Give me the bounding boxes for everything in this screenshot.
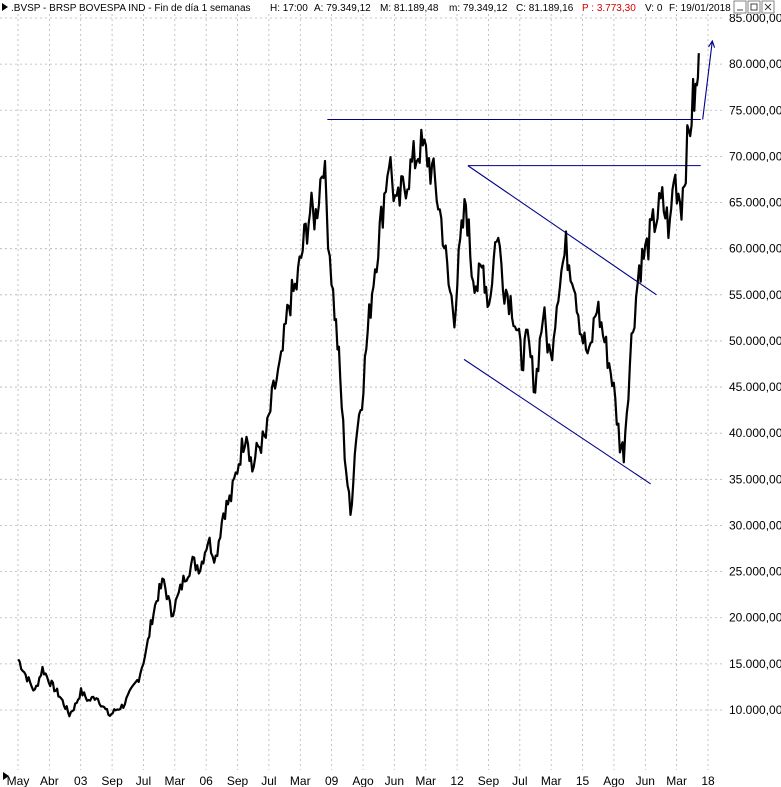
x-tick-label: Ago — [352, 774, 374, 787]
restore-icon[interactable] — [747, 0, 761, 14]
x-tick-label: Jul — [136, 774, 151, 787]
x-tick-label: Abr — [40, 774, 59, 787]
window-controls — [733, 0, 775, 14]
x-tick-label: Jun — [636, 774, 655, 787]
x-tick-label: 15 — [576, 774, 590, 787]
header-a: A: 79.349,12 — [314, 3, 371, 14]
x-tick-label: 09 — [325, 774, 339, 787]
y-axis-ticks: 85.000,00 80.000,00 75.000,00 70.000,00 65.0… — [729, 11, 781, 717]
scroll-left-icon[interactable] — [3, 772, 9, 780]
grid-lines — [0, 14, 722, 770]
x-tick-label: Ago — [603, 774, 625, 787]
arrow-head-icon — [708, 39, 716, 48]
trend-line — [467, 165, 657, 296]
x-tick-label: Mar — [666, 774, 687, 787]
header-c: C: 81.189,16 — [516, 3, 574, 14]
projection-arrow — [702, 40, 713, 120]
x-tick-label: May — [7, 774, 30, 787]
x-tick-label: Mar — [164, 774, 185, 787]
y-tick-label: 10.000,00 — [729, 703, 781, 717]
x-tick-label: Jun — [385, 774, 404, 787]
header-marker-icon — [2, 3, 8, 11]
x-tick-label: 18 — [701, 774, 715, 787]
chart-header: .BVSP - BRSP BOVESPA IND - Fin de día 1 … — [0, 0, 781, 14]
y-tick-label: 60.000,00 — [729, 242, 781, 256]
price-line — [17, 53, 700, 718]
y-tick-label: 45.000,00 — [729, 380, 781, 394]
x-tick-label: Mar — [541, 774, 562, 787]
header-p: P : 3.773,30 — [582, 3, 636, 14]
header-min: m: 79.349,12 — [449, 3, 508, 14]
x-tick-label: Jul — [261, 774, 276, 787]
x-tick-label: Sep — [478, 774, 500, 787]
y-tick-label: 25.000,00 — [729, 565, 781, 579]
y-tick-label: 55.000,00 — [729, 288, 781, 302]
y-tick-label: 75.000,00 — [729, 103, 781, 117]
x-tick-label: 12 — [450, 774, 464, 787]
minimize-icon[interactable] — [733, 0, 747, 14]
y-tick-label: 15.000,00 — [729, 657, 781, 671]
x-tick-label: Jul — [512, 774, 527, 787]
y-tick-label: 65.000,00 — [729, 196, 781, 210]
x-tick-label: Sep — [227, 774, 249, 787]
x-axis-ticks: May Abr 03 Sep Jul Mar 06 Sep Jul Mar 09 Ago Jun Mar 1… — [7, 774, 715, 787]
y-tick-label: 50.000,00 — [729, 334, 781, 348]
y-tick-label: 80.000,00 — [729, 57, 781, 71]
y-tick-label: 40.000,00 — [729, 426, 781, 440]
x-tick-label: 06 — [200, 774, 214, 787]
y-tick-label: 85.000,00 — [729, 11, 781, 25]
y-tick-label: 30.000,00 — [729, 518, 781, 532]
x-tick-label: 03 — [74, 774, 88, 787]
y-tick-label: 70.000,00 — [729, 149, 781, 163]
x-tick-label: Mar — [415, 774, 436, 787]
header-symbol: .BVSP - BRSP BOVESPA IND - Fin de día 1 … — [11, 3, 251, 14]
x-tick-label: Mar — [290, 774, 311, 787]
trend-line — [463, 358, 652, 485]
header-m: M: 81.189,48 — [380, 3, 439, 14]
y-tick-label: 20.000,00 — [729, 611, 781, 625]
header-h: H: 17:00 — [270, 3, 308, 14]
y-tick-label: 35.000,00 — [729, 472, 781, 486]
close-icon[interactable] — [761, 0, 775, 14]
header-v: V: 0 — [645, 3, 663, 14]
header-f: F: 19/01/2018 — [669, 3, 731, 14]
trend-lines — [327, 39, 716, 485]
x-tick-label: Sep — [101, 774, 123, 787]
